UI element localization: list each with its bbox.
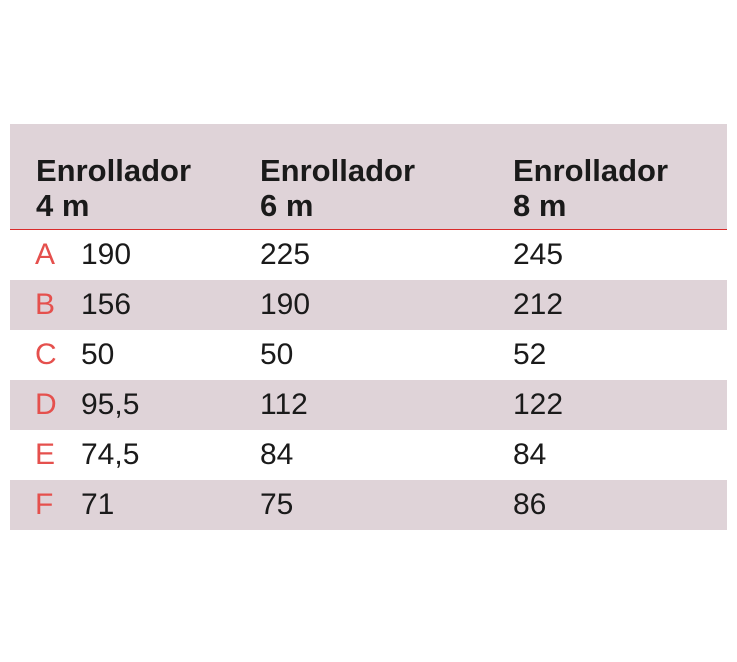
table-cell: 74,5 [81,438,140,471]
table-cell: 52 [513,338,547,371]
table-cell: 84 [260,438,294,471]
table-cell: 50 [81,338,115,371]
table-row: D 95,5 112 122 [10,380,727,430]
header-cell-6m: Enrollador 6 m [260,153,415,223]
row-label: A [35,238,56,271]
header-cell-line1: Enrollador [36,153,192,188]
table-cell: 95,5 [81,388,140,421]
header-cell-line2: 4 m [36,188,90,223]
table-row: C 50 50 52 [10,330,727,380]
header-cell-line2: 6 m [260,188,314,223]
table-cell: 190 [81,238,132,271]
header-cell-line1: Enrollador [260,153,416,188]
row-label: C [35,338,57,371]
table-cell: 190 [260,288,311,321]
table-cell: 86 [513,488,547,521]
table-cell: 212 [513,288,564,321]
header-cell-line1: Enrollador [513,153,669,188]
table-cell: 84 [513,438,547,471]
table-cell: 122 [513,388,564,421]
table-row: A 190 225 245 [10,230,727,280]
table-row: B 156 190 212 [10,280,727,330]
header-cell-line2: 8 m [513,188,567,223]
table-cell: 225 [260,238,311,271]
table-row: E 74,5 84 84 [10,430,727,480]
table-cell: 71 [81,488,115,521]
table-cell: 75 [260,488,294,521]
table-cell: 156 [81,288,132,321]
table-row: F 71 75 86 [10,480,727,530]
table-cell: 50 [260,338,294,371]
table-cell: 245 [513,238,564,271]
header-cell-4m: Enrollador 4 m [36,153,191,223]
row-label: B [35,288,56,321]
row-label: E [35,438,56,471]
header-cell-8m: Enrollador 8 m [513,153,668,223]
row-label: F [35,488,54,521]
row-label: D [35,388,57,421]
table-cell: 112 [260,388,308,421]
table-header: Enrollador 4 m Enrollador 6 m Enrollador… [10,124,727,230]
dimensions-table: Enrollador 4 m Enrollador 6 m Enrollador… [10,124,727,530]
